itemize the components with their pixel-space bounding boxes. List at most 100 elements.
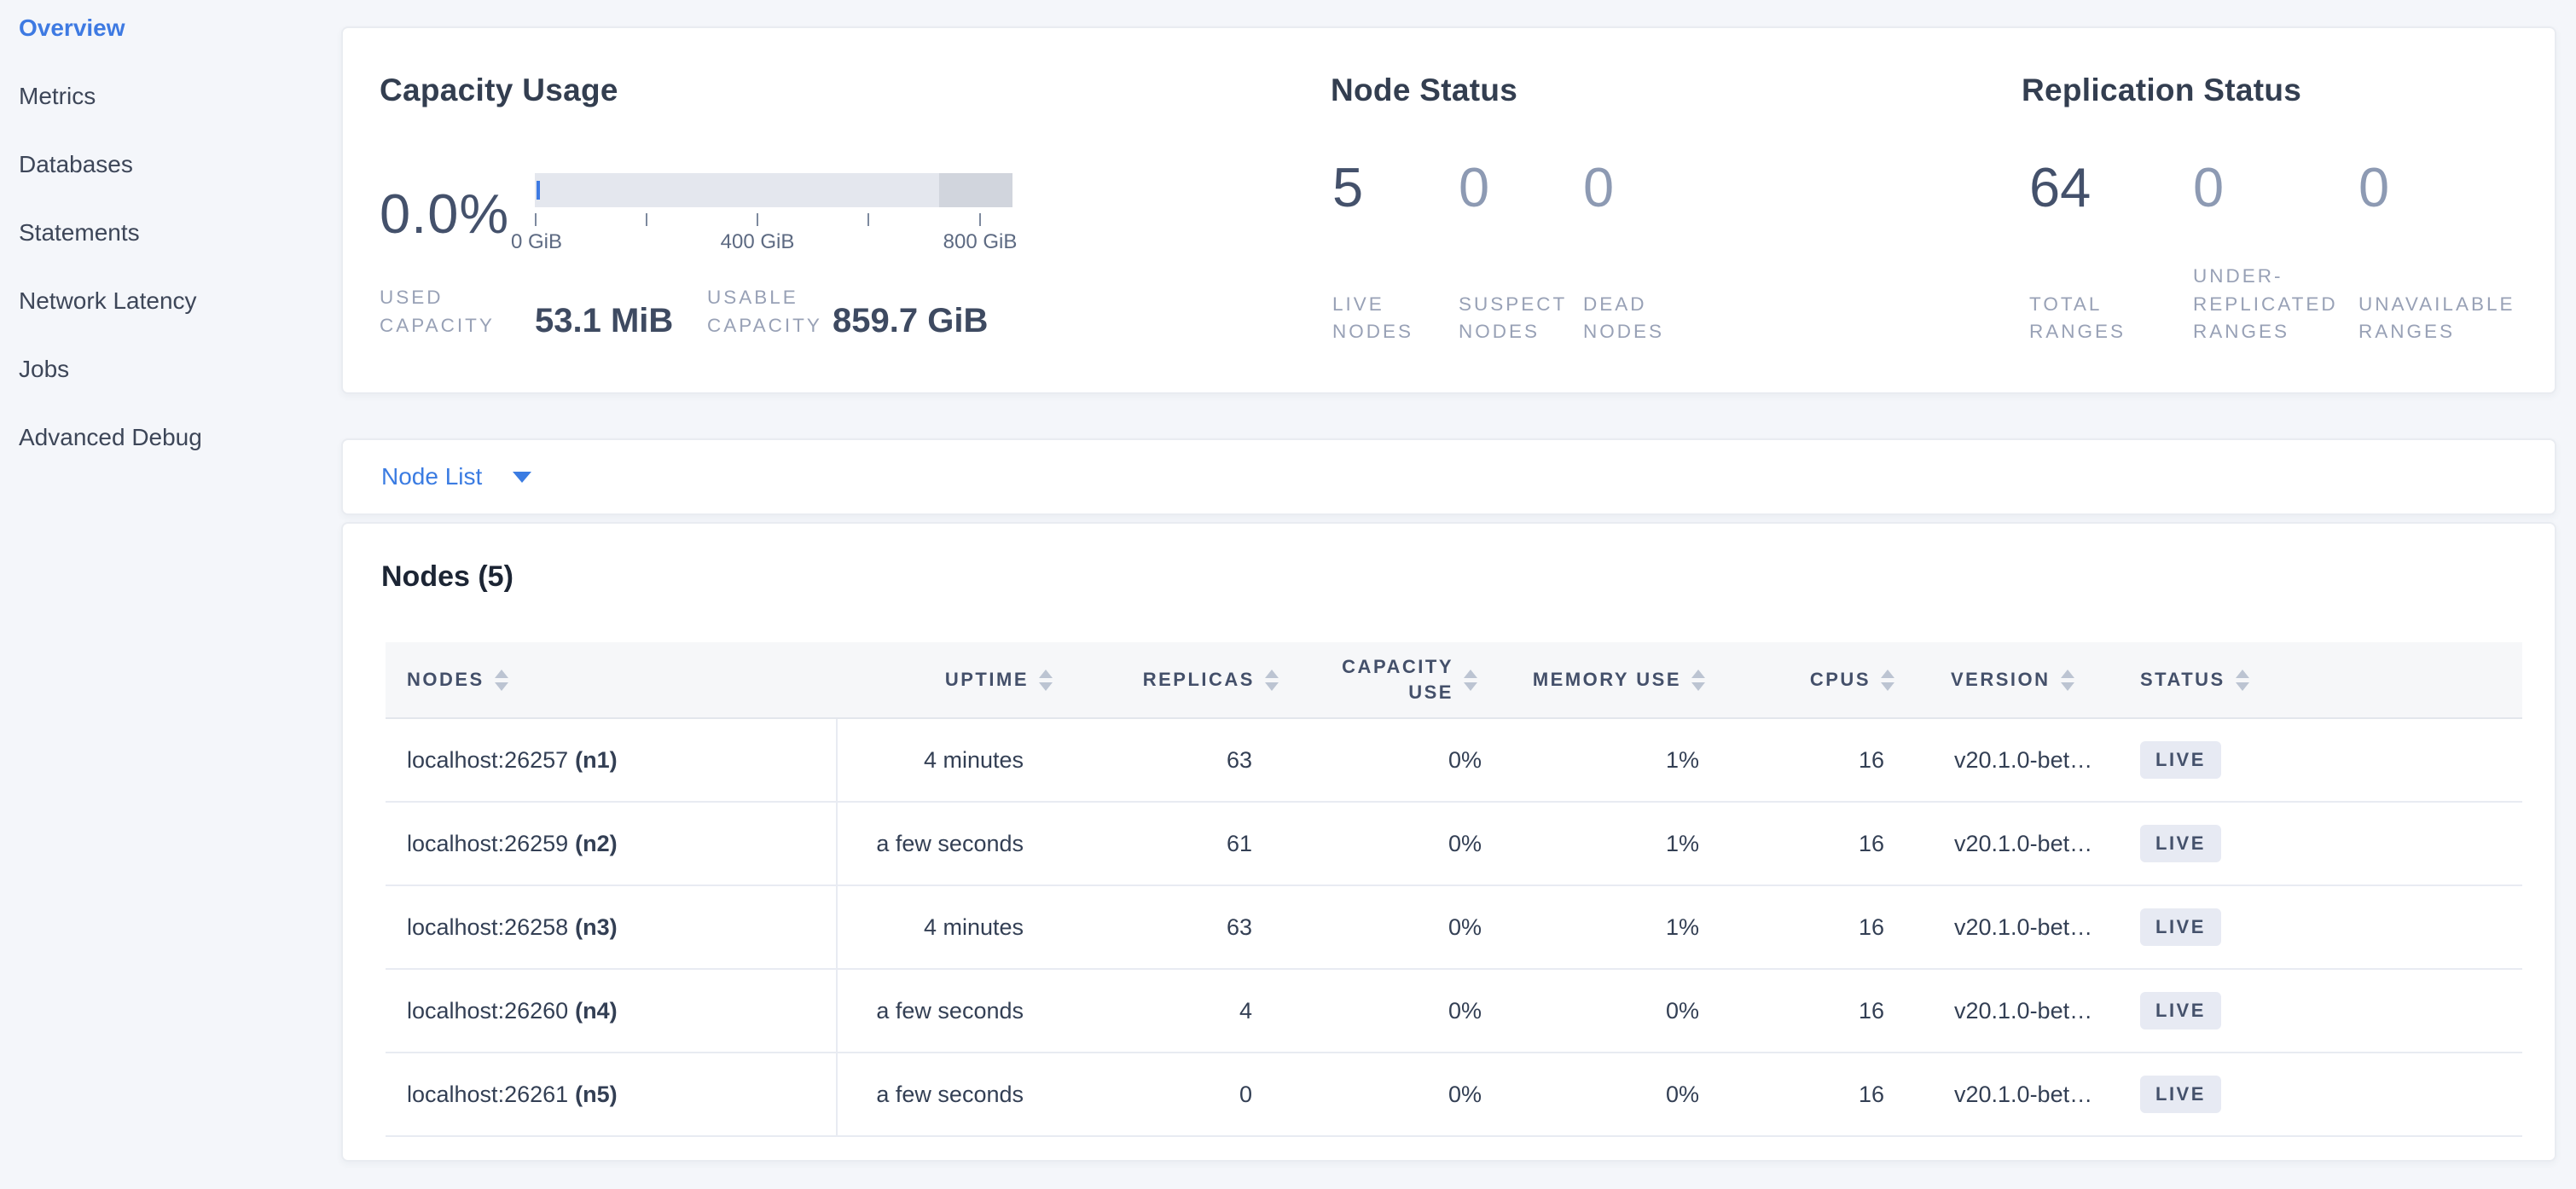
status-badge: LIVE bbox=[2140, 992, 2221, 1030]
memory-use-cell: 1% bbox=[1665, 746, 1699, 773]
sidebar-item-databases[interactable]: Databases bbox=[19, 151, 133, 177]
table-row-node-5[interactable]: localhost:26261 (n5) a few seconds 0 0% 0… bbox=[386, 1053, 2522, 1137]
capacity-use-cell: 0% bbox=[1448, 997, 1482, 1024]
capacity-used-percent: 0.0% bbox=[380, 183, 510, 245]
under-replicated-ranges-stat: 0 UNDER-REPLICATED RANGES bbox=[2193, 160, 2358, 346]
column-header-capacity-use[interactable]: CAPACITY USE bbox=[1294, 642, 1503, 717]
cpus-cell: 16 bbox=[1858, 830, 1884, 856]
column-header-nodes[interactable]: NODES bbox=[386, 642, 838, 717]
capacity-use-cell: 0% bbox=[1448, 746, 1482, 773]
view-selector-card[interactable]: Node List bbox=[341, 438, 2556, 515]
column-header-cpus[interactable]: CPUS bbox=[1712, 642, 1900, 717]
used-capacity-value: 53.1 MiB bbox=[535, 302, 674, 340]
total-ranges-stat: 64 TOTAL RANGES bbox=[2029, 160, 2193, 346]
sort-icon[interactable] bbox=[1039, 669, 1053, 691]
node-id: (n1) bbox=[575, 746, 618, 773]
suspect-nodes-value: 0 bbox=[1459, 156, 1490, 218]
column-header-uptime[interactable]: UPTIME bbox=[838, 642, 1068, 717]
nodes-table: NODES UPTIME REPLICAS CAPACITY USE MEMOR… bbox=[386, 642, 2522, 1137]
uptime-cell: a few seconds bbox=[876, 1081, 1024, 1107]
caret-down-icon[interactable] bbox=[513, 471, 532, 483]
capacity-use-cell: 0% bbox=[1448, 914, 1482, 940]
nodes-table-title: Nodes (5) bbox=[381, 560, 513, 593]
status-cell: LIVE bbox=[2117, 719, 2522, 801]
sort-icon[interactable] bbox=[1464, 669, 1477, 691]
node-id: (n5) bbox=[575, 1081, 618, 1107]
capacity-gauge-dark-segment bbox=[939, 173, 1012, 207]
status-cell: LIVE bbox=[2117, 803, 2522, 884]
sidebar-item-network-latency[interactable]: Network Latency bbox=[19, 287, 197, 314]
node-id: (n2) bbox=[575, 830, 618, 856]
usable-capacity-value: 859.7 GiB bbox=[833, 302, 989, 340]
cpus-cell: 16 bbox=[1858, 1081, 1884, 1107]
column-header-replicas[interactable]: REPLICAS bbox=[1068, 642, 1294, 717]
column-header-status[interactable]: STATUS bbox=[2117, 642, 2522, 717]
capacity-gauge-axis-labels: 0 GiB 400 GiB 800 GiB bbox=[511, 230, 1017, 256]
replication-status-section: Replication Status 64 TOTAL RANGES 0 UND… bbox=[2022, 28, 2533, 392]
axis-label-800gib: 800 GiB bbox=[943, 230, 1018, 253]
capacity-usage-section: Capacity Usage 0.0% 0 GiB 400 GiB 800 Gi… bbox=[380, 28, 1326, 392]
sort-icon[interactable] bbox=[1881, 669, 1894, 691]
total-ranges-label: TOTAL RANGES bbox=[2029, 293, 2126, 343]
node-address-cell: localhost:26259 (n2) bbox=[386, 803, 838, 884]
sidebar-item-overview[interactable]: Overview bbox=[19, 14, 125, 41]
dead-nodes-value: 0 bbox=[1583, 156, 1615, 218]
used-capacity-label: USED CAPACITY bbox=[380, 287, 495, 336]
uptime-cell: 4 minutes bbox=[923, 746, 1024, 773]
replicas-cell: 61 bbox=[1226, 830, 1252, 856]
capacity-use-cell: 0% bbox=[1448, 830, 1482, 856]
sort-icon[interactable] bbox=[1265, 669, 1279, 691]
replicas-cell: 4 bbox=[1239, 997, 1252, 1024]
status-badge: LIVE bbox=[2140, 1076, 2221, 1113]
dead-nodes-stat: 0 DEAD NODES bbox=[1583, 160, 1728, 346]
uptime-cell: 4 minutes bbox=[923, 914, 1024, 940]
sort-icon[interactable] bbox=[1691, 669, 1705, 691]
sort-icon[interactable] bbox=[2235, 669, 2249, 691]
memory-use-cell: 1% bbox=[1665, 830, 1699, 856]
table-row-node-3[interactable]: localhost:26258 (n3) 4 minutes 63 0% 1% 1… bbox=[386, 886, 2522, 970]
live-nodes-stat: 5 LIVE NODES bbox=[1332, 160, 1459, 346]
cpus-cell: 16 bbox=[1858, 997, 1884, 1024]
uptime-cell: a few seconds bbox=[876, 830, 1024, 856]
axis-label-0gib: 0 GiB bbox=[510, 230, 563, 253]
under-replicated-ranges-value: 0 bbox=[2193, 156, 2225, 218]
capacity-usage-title: Capacity Usage bbox=[380, 72, 618, 107]
cluster-summary-card: Capacity Usage 0.0% 0 GiB 400 GiB 800 Gi… bbox=[341, 26, 2556, 394]
version-cell: v20.1.0-bet… bbox=[1954, 997, 2093, 1024]
replicas-cell: 0 bbox=[1239, 1081, 1252, 1107]
table-row-node-2[interactable]: localhost:26259 (n2) a few seconds 61 0% … bbox=[386, 803, 2522, 886]
node-address-cell: localhost:26258 (n3) bbox=[386, 886, 838, 968]
nodes-table-header: NODES UPTIME REPLICAS CAPACITY USE MEMOR… bbox=[386, 642, 2522, 719]
sort-icon[interactable] bbox=[2060, 669, 2074, 691]
sidebar-item-statements[interactable]: Statements bbox=[19, 219, 140, 246]
sidebar-item-advanced-debug[interactable]: Advanced Debug bbox=[19, 424, 202, 450]
capacity-stats: USED CAPACITY 53.1 MiB USABLE CAPACITY 8… bbox=[380, 284, 988, 342]
unavailable-ranges-stat: 0 UNAVAILABLE RANGES bbox=[2358, 160, 2572, 346]
nodes-card: Nodes (5) NODES UPTIME REPLICAS CAPACITY… bbox=[341, 522, 2556, 1162]
dead-nodes-label: DEAD NODES bbox=[1583, 293, 1665, 343]
usable-capacity-label: USABLE CAPACITY bbox=[707, 287, 822, 336]
unavailable-ranges-label: UNAVAILABLE RANGES bbox=[2358, 293, 2515, 343]
sidebar-item-metrics[interactable]: Metrics bbox=[19, 83, 96, 109]
sort-icon[interactable] bbox=[494, 669, 508, 691]
node-status-stats: 5 LIVE NODES 0 SUSPECT NODES 0 DEAD NODE… bbox=[1332, 160, 1728, 346]
memory-use-cell: 0% bbox=[1665, 997, 1699, 1024]
node-list-dropdown[interactable]: Node List bbox=[381, 463, 483, 490]
cpus-cell: 16 bbox=[1858, 746, 1884, 773]
node-address-cell: localhost:26257 (n1) bbox=[386, 719, 838, 801]
table-row-node-4[interactable]: localhost:26260 (n4) a few seconds 4 0% 0… bbox=[386, 970, 2522, 1053]
column-header-version[interactable]: VERSION bbox=[1900, 642, 2117, 717]
node-address-cell: localhost:26260 (n4) bbox=[386, 970, 838, 1052]
node-id: (n3) bbox=[575, 914, 618, 940]
replicas-cell: 63 bbox=[1226, 914, 1252, 940]
suspect-nodes-stat: 0 SUSPECT NODES bbox=[1459, 160, 1583, 346]
version-cell: v20.1.0-bet… bbox=[1954, 914, 2093, 940]
column-header-memory-use[interactable]: MEMORY USE bbox=[1503, 642, 1712, 717]
table-row-node-1[interactable]: localhost:26257 (n1) 4 minutes 63 0% 1% 1… bbox=[386, 719, 2522, 803]
status-cell: LIVE bbox=[2117, 970, 2522, 1052]
under-replicated-ranges-label: UNDER-REPLICATED RANGES bbox=[2193, 265, 2338, 343]
sidebar-item-jobs[interactable]: Jobs bbox=[19, 356, 70, 382]
capacity-gauge: 0 GiB 400 GiB 800 GiB bbox=[511, 173, 1017, 256]
node-id: (n4) bbox=[575, 997, 618, 1024]
capacity-gauge-ticks bbox=[535, 213, 1012, 227]
